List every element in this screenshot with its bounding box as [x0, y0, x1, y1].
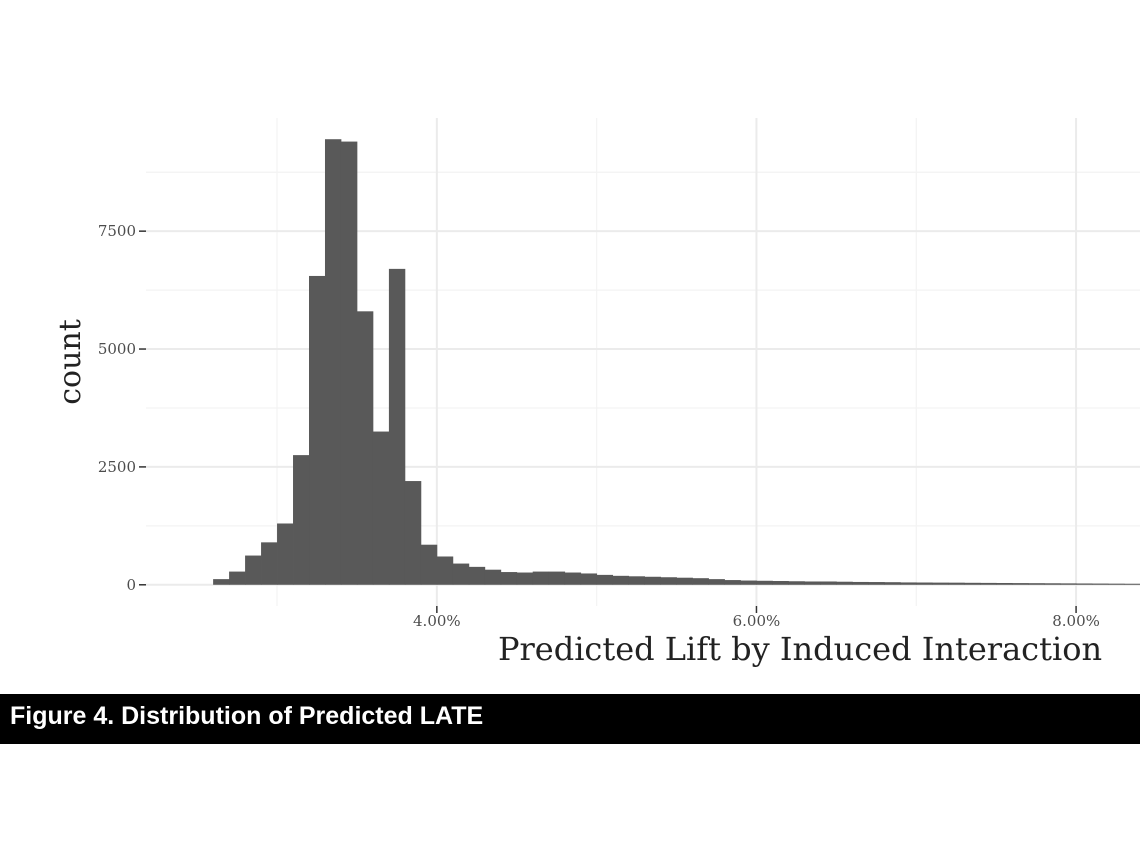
x-tick-label: 4.00%	[413, 612, 461, 630]
histogram-bar	[724, 580, 741, 585]
histogram-bar	[436, 556, 454, 585]
histogram-bar	[468, 566, 486, 585]
histogram-bar	[1028, 583, 1045, 585]
histogram-bar	[245, 555, 262, 585]
histogram-bar	[324, 139, 342, 585]
histogram-bar	[564, 572, 582, 585]
histogram-bar	[900, 582, 917, 585]
y-axis-title: count	[53, 319, 88, 405]
histogram-bar	[580, 573, 598, 585]
histogram-bar	[1060, 583, 1077, 585]
histogram-bar	[708, 579, 725, 585]
histogram-bar	[309, 275, 326, 585]
histogram-bar	[660, 577, 677, 585]
histogram-bar	[532, 571, 550, 585]
histogram-bar	[372, 431, 390, 585]
histogram-bar	[213, 579, 230, 585]
x-tick-label: 6.00%	[733, 612, 781, 630]
figure-caption-bar: Figure 4. Distribution of Predicted LATE	[0, 694, 1140, 744]
histogram-bar	[820, 581, 837, 585]
histogram-bar	[948, 582, 965, 585]
y-tick-label: 5000	[98, 340, 136, 358]
histogram-bar	[884, 582, 901, 585]
histogram-bar	[788, 581, 805, 585]
y-tick-label: 2500	[98, 458, 136, 476]
histogram-bar	[868, 582, 885, 585]
histogram-bar	[1124, 583, 1140, 585]
histogram-bar	[980, 582, 997, 585]
histogram-chart: 0 2500 5000 7500 4.00% 6.00% 8.00% Predicted L…	[53, 118, 1140, 668]
histogram-bar	[1012, 583, 1029, 585]
histogram-bar	[1044, 583, 1061, 585]
axes-layer: 0 2500 5000 7500 4.00% 6.00% 8.00%	[98, 222, 1100, 630]
histogram-bar	[293, 455, 310, 585]
histogram-bar	[932, 582, 949, 585]
histogram-bar	[644, 576, 661, 585]
histogram-bar	[420, 544, 438, 585]
histogram-bar	[692, 578, 709, 585]
histogram-bar	[229, 571, 246, 585]
histogram-bar	[740, 580, 757, 585]
histogram-bar	[1092, 583, 1109, 585]
histogram-bar	[500, 572, 518, 585]
histogram-bar	[261, 542, 278, 585]
histogram-bar	[277, 523, 294, 585]
histogram-bar	[452, 563, 470, 585]
histogram-bar	[964, 582, 981, 585]
histogram-bar	[852, 581, 869, 585]
histogram-bar	[548, 571, 566, 585]
x-axis-title: Predicted Lift by Induced Interaction	[498, 630, 1102, 668]
histogram-bar	[612, 575, 630, 585]
histogram-bar	[516, 572, 534, 585]
histogram-bar	[676, 577, 693, 585]
histogram-bar	[996, 582, 1013, 585]
histogram-bar	[1076, 583, 1093, 585]
figure-caption: Figure 4. Distribution of Predicted LATE	[10, 702, 484, 730]
histogram-bar	[756, 580, 773, 585]
histogram-bar	[836, 581, 853, 585]
histogram-bar	[484, 569, 502, 585]
histogram-bar	[340, 141, 358, 585]
histogram-bar	[596, 574, 614, 585]
histogram-bar	[388, 268, 406, 585]
x-tick-label: 8.00%	[1052, 612, 1100, 630]
y-tick-label: 7500	[98, 222, 136, 240]
histogram-bar	[804, 581, 821, 585]
histogram-bar	[404, 481, 422, 585]
histogram-bar	[356, 311, 374, 585]
bars-layer	[213, 139, 1140, 585]
histogram-bar	[628, 576, 645, 585]
histogram-bar	[1108, 583, 1125, 585]
y-tick-label: 0	[126, 576, 136, 594]
histogram-bar	[772, 581, 789, 585]
histogram-bar	[916, 582, 933, 585]
